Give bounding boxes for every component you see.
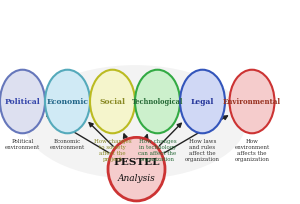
- Ellipse shape: [45, 70, 90, 134]
- Ellipse shape: [108, 138, 165, 201]
- Text: How
environment
affects the
organization: How environment affects the organization: [234, 139, 270, 161]
- Text: Legal: Legal: [191, 98, 214, 106]
- Text: Social: Social: [100, 98, 125, 106]
- Text: PESTEL: PESTEL: [113, 157, 160, 166]
- Text: Analysis: Analysis: [118, 173, 155, 182]
- Text: How laws
and rules
affect the
organization: How laws and rules affect the organizati…: [185, 139, 220, 161]
- Ellipse shape: [230, 70, 274, 134]
- Ellipse shape: [180, 70, 225, 134]
- Text: How changes
in technology
can affect the
organization: How changes in technology can affect the…: [138, 139, 177, 161]
- Text: How changes
to society
affect the
project: How changes to society affect the projec…: [94, 139, 131, 161]
- Text: Economic: Economic: [46, 98, 88, 106]
- Ellipse shape: [0, 70, 45, 134]
- Text: Political
environment: Political environment: [5, 139, 40, 150]
- Ellipse shape: [135, 70, 180, 134]
- Text: Political: Political: [4, 98, 40, 106]
- Text: Environmental: Environmental: [223, 98, 281, 106]
- Ellipse shape: [90, 70, 135, 134]
- Text: Economic
environment: Economic environment: [50, 139, 85, 150]
- Ellipse shape: [24, 66, 246, 179]
- Text: Technological: Technological: [132, 98, 183, 106]
